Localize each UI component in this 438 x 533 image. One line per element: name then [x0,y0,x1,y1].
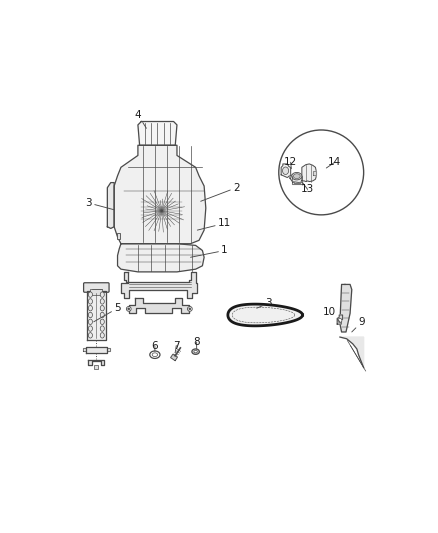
Polygon shape [107,183,114,229]
Text: 4: 4 [134,110,146,128]
Ellipse shape [88,305,92,311]
Text: 8: 8 [193,337,200,349]
Text: 11: 11 [197,219,231,230]
Circle shape [338,318,342,322]
Polygon shape [88,360,104,365]
Polygon shape [293,182,302,184]
Ellipse shape [283,167,289,174]
Polygon shape [281,164,291,177]
Circle shape [279,130,364,215]
Text: 1: 1 [191,246,228,257]
Polygon shape [290,175,303,183]
Ellipse shape [88,312,92,318]
Text: 14: 14 [326,157,342,168]
Text: 9: 9 [352,317,365,332]
Ellipse shape [88,326,92,332]
Ellipse shape [100,305,104,311]
Polygon shape [114,146,206,244]
Ellipse shape [88,298,92,304]
Circle shape [189,308,191,310]
Polygon shape [83,348,86,351]
Polygon shape [171,354,177,361]
Ellipse shape [88,333,92,338]
Text: 6: 6 [152,341,158,351]
Polygon shape [314,171,316,175]
FancyBboxPatch shape [84,282,109,292]
Ellipse shape [88,292,92,297]
Text: 5: 5 [94,303,121,322]
Circle shape [187,306,192,311]
Ellipse shape [293,174,300,179]
Text: 13: 13 [301,183,314,195]
Ellipse shape [100,292,104,297]
Ellipse shape [194,351,197,353]
Polygon shape [337,315,343,324]
Polygon shape [340,285,352,332]
Ellipse shape [152,353,158,357]
Polygon shape [117,244,204,272]
Polygon shape [340,337,364,368]
Text: 3: 3 [85,198,114,210]
Polygon shape [129,298,189,313]
Text: 3: 3 [257,298,272,308]
Ellipse shape [192,349,199,354]
Ellipse shape [292,172,302,180]
Polygon shape [228,304,303,326]
Ellipse shape [100,326,104,332]
Bar [94,365,99,369]
Text: 12: 12 [284,157,297,168]
Ellipse shape [150,351,160,358]
Bar [90,288,102,295]
Ellipse shape [100,333,104,338]
Bar [117,232,120,239]
Polygon shape [121,272,197,298]
Polygon shape [87,291,106,341]
Ellipse shape [100,319,104,325]
Text: 7: 7 [173,341,180,352]
Polygon shape [138,122,177,146]
Text: 2: 2 [201,183,240,201]
Polygon shape [107,348,110,351]
Ellipse shape [88,319,92,325]
Circle shape [127,306,131,311]
Circle shape [128,308,130,310]
Polygon shape [86,346,107,353]
Ellipse shape [100,298,104,304]
Ellipse shape [100,312,104,318]
Polygon shape [302,164,316,182]
Text: 10: 10 [323,306,340,322]
